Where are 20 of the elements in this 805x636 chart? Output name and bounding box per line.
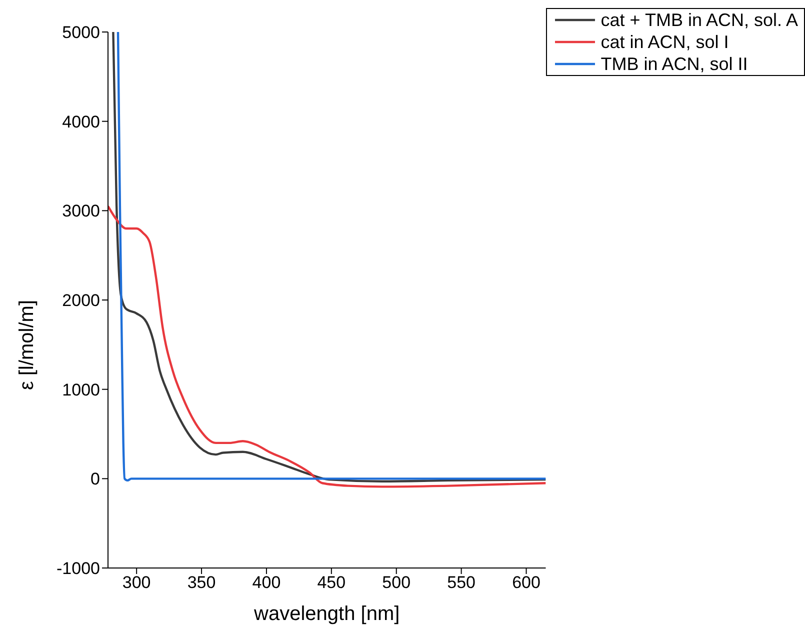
y-tick-label: 5000	[62, 23, 100, 42]
x-axis-title: wavelength [nm]	[253, 603, 400, 626]
y-axis-title: ε [l/mol/m]	[16, 300, 38, 390]
y-tick-label: 0	[90, 470, 100, 489]
line-series	[108, 205, 546, 488]
y-tick-label: 4000	[62, 112, 100, 132]
x-tick-label: 350	[187, 573, 216, 592]
x-tick-label: 400	[252, 573, 281, 592]
y-tick-label: -1000	[56, 559, 100, 578]
x-tick-label: 600	[512, 573, 540, 592]
y-tick-label: 3000	[62, 202, 100, 221]
x-tick-label: 450	[317, 573, 346, 592]
legend-label: cat in ACN, sol I	[600, 31, 729, 53]
y-tick-label: 2000	[62, 291, 100, 310]
x-tick-label: 500	[382, 573, 411, 592]
y-tick-label: 1000	[62, 380, 100, 400]
x-tick-label: 550	[447, 573, 476, 592]
legend-label: cat + TMB in ACN, sol. A	[600, 9, 798, 31]
legend-label: TMB in ACN, sol II	[600, 53, 748, 75]
x-tick-label: 300	[122, 573, 151, 592]
